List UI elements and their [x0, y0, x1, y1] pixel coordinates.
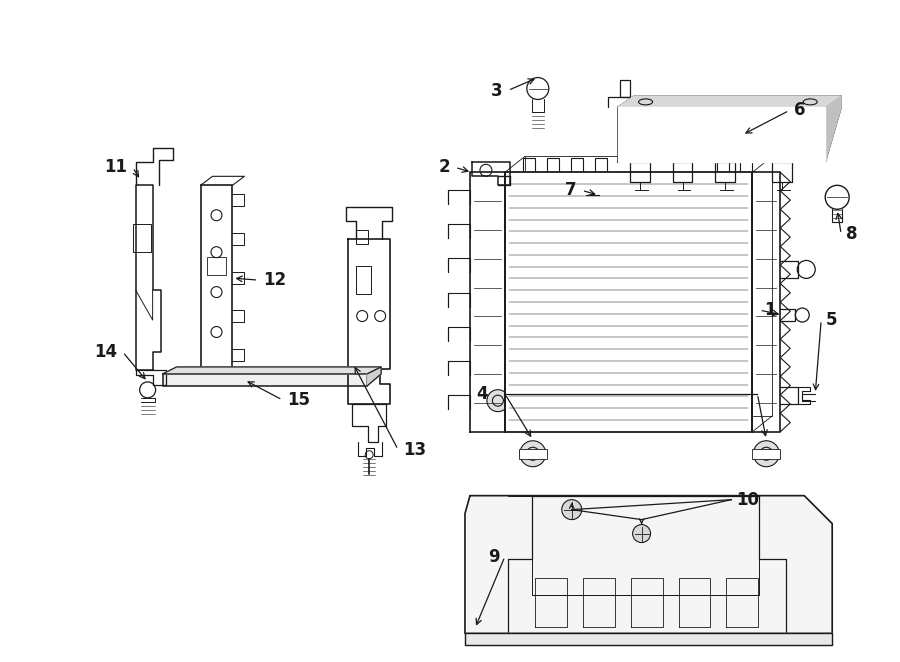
Bar	[595, 158, 607, 172]
Circle shape	[825, 185, 850, 209]
Text: 8: 8	[846, 225, 858, 243]
Bar	[206, 257, 227, 275]
Polygon shape	[465, 496, 832, 634]
Text: 2: 2	[438, 158, 450, 176]
Text: 11: 11	[104, 158, 128, 176]
Text: 10: 10	[736, 491, 760, 508]
Bar	[717, 158, 729, 172]
Bar	[523, 158, 535, 172]
Circle shape	[520, 441, 545, 467]
Bar	[741, 158, 752, 172]
Text: 5: 5	[826, 311, 838, 329]
Text: 15: 15	[287, 391, 310, 409]
Text: 6: 6	[795, 101, 806, 119]
Polygon shape	[825, 96, 842, 162]
Text: 4: 4	[476, 385, 488, 403]
Bar	[356, 230, 368, 244]
Circle shape	[753, 441, 779, 467]
Polygon shape	[617, 107, 825, 162]
Polygon shape	[367, 367, 381, 386]
Circle shape	[526, 77, 549, 99]
Bar	[513, 180, 744, 424]
Bar	[752, 449, 780, 459]
Circle shape	[598, 188, 613, 203]
Circle shape	[562, 500, 581, 520]
Circle shape	[140, 382, 156, 398]
Text: 12: 12	[264, 271, 286, 289]
Bar	[132, 224, 150, 252]
Polygon shape	[617, 96, 842, 107]
Polygon shape	[505, 172, 752, 432]
Text: 13: 13	[403, 441, 427, 459]
Bar	[547, 158, 559, 172]
Bar	[163, 374, 367, 386]
Text: 7: 7	[565, 181, 577, 199]
Bar	[519, 449, 547, 459]
Text: 1: 1	[764, 301, 776, 319]
Text: 14: 14	[94, 343, 118, 361]
Circle shape	[487, 390, 508, 412]
Bar	[201, 185, 232, 370]
Polygon shape	[163, 367, 381, 374]
Text: 9: 9	[489, 547, 500, 565]
Text: 3: 3	[491, 81, 503, 99]
Bar	[571, 158, 582, 172]
Polygon shape	[465, 634, 832, 645]
Bar	[356, 266, 371, 294]
Circle shape	[633, 524, 651, 543]
